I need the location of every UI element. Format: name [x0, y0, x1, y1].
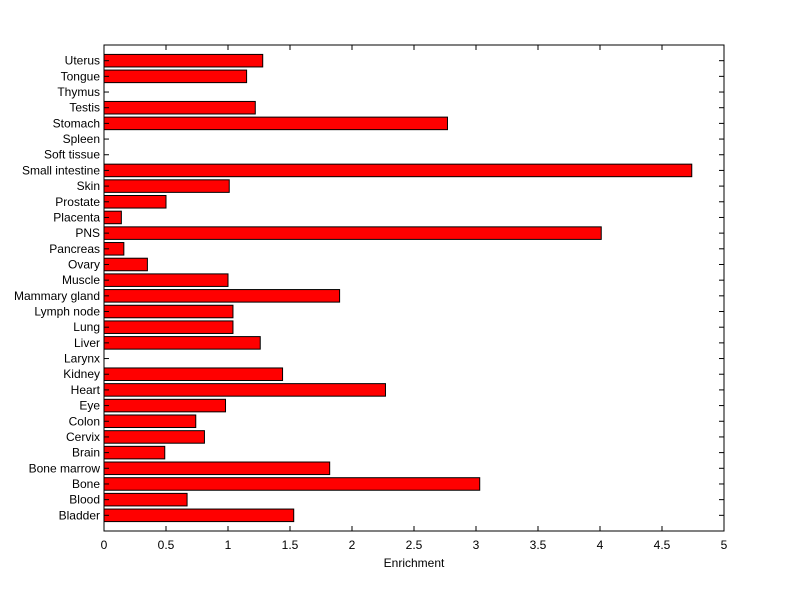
bar-ovary: [103, 257, 148, 272]
y-tick-label: Bone: [72, 477, 100, 491]
ticks-group: [103, 45, 725, 531]
y-tick-label: Liver: [74, 336, 100, 350]
bar-cervix: [103, 430, 205, 444]
bar-testis: [103, 100, 256, 115]
y-tick-label: PNS: [75, 226, 100, 240]
bar-uterus: [103, 53, 264, 68]
bar-bone-marrow: [103, 461, 331, 476]
bar-stomach: [103, 116, 448, 131]
bar-liver: [103, 336, 261, 350]
x-tick-label: 3.5: [530, 538, 547, 552]
y-tick-label: Spleen: [63, 132, 100, 146]
y-tick-label: Mammary gland: [14, 289, 100, 303]
bar-brain: [103, 445, 166, 460]
y-tick-label: Skin: [77, 179, 100, 193]
y-tick-label: Muscle: [62, 273, 100, 287]
y-tick-label: Blood: [69, 493, 100, 507]
bar-eye: [103, 398, 227, 413]
bar-bone: [103, 477, 481, 491]
x-tick-label: 3: [473, 538, 480, 552]
y-tick-label: Pancreas: [49, 242, 100, 256]
y-tick-label: Tongue: [61, 69, 101, 83]
y-tick-label: Ovary: [68, 257, 100, 271]
bar-tongue: [103, 69, 248, 84]
y-tick-label: Brain: [72, 446, 100, 460]
y-tick-label: Lymph node: [34, 305, 100, 319]
x-tick-label: 4.5: [654, 538, 671, 552]
bar-pns: [103, 226, 602, 240]
y-tick-label: Thymus: [57, 85, 100, 99]
x-tick-label: 2.5: [406, 538, 423, 552]
bar-heart: [103, 383, 386, 397]
x-tick-label: 1.5: [282, 538, 299, 552]
bar-lung: [103, 320, 234, 334]
y-tick-label: Bone marrow: [29, 461, 101, 475]
y-tick-label: Testis: [69, 101, 100, 115]
x-tick-label: 2: [349, 538, 356, 552]
x-tick-label: 1: [225, 538, 232, 552]
plot-frame: [103, 44, 725, 532]
y-tick-label: Small intestine: [22, 163, 100, 177]
x-tick-label: 4: [597, 538, 604, 552]
y-tick-label: Larynx: [64, 352, 100, 366]
bar-muscle: [103, 273, 229, 287]
y-tick-label: Placenta: [53, 210, 100, 224]
y-tick-label: Uterus: [65, 54, 100, 68]
bar-kidney: [103, 367, 284, 381]
bar-lymph-node: [103, 304, 234, 319]
bar-bladder: [103, 508, 295, 523]
bar-small-intestine: [103, 163, 693, 178]
x-tick-labels: 0 0.5 1 1.5 2 2.5 3 3.5 4 4.5 5: [101, 538, 728, 552]
x-tick-label: 0: [101, 538, 108, 552]
y-tick-label: Stomach: [53, 116, 100, 130]
x-tick-label: 5: [721, 538, 728, 552]
y-tick-label: Colon: [69, 414, 100, 428]
y-tick-label: Kidney: [63, 367, 100, 381]
bar-prostate: [103, 195, 167, 209]
y-tick-label: Prostate: [55, 195, 100, 209]
bar-colon: [103, 414, 197, 429]
y-tick-label: Heart: [71, 383, 101, 397]
x-axis-label: Enrichment: [384, 556, 445, 570]
x-tick-label: 0.5: [158, 538, 175, 552]
y-tick-label: Lung: [73, 320, 100, 334]
y-tick-label: Bladder: [59, 508, 100, 522]
y-tick-label: Eye: [79, 399, 100, 413]
y-tick-label: Soft tissue: [44, 148, 100, 162]
bar-skin: [103, 179, 230, 193]
bar-mammary-gland: [103, 289, 341, 303]
y-tick-label: Cervix: [66, 430, 100, 444]
bar-blood: [103, 492, 188, 507]
